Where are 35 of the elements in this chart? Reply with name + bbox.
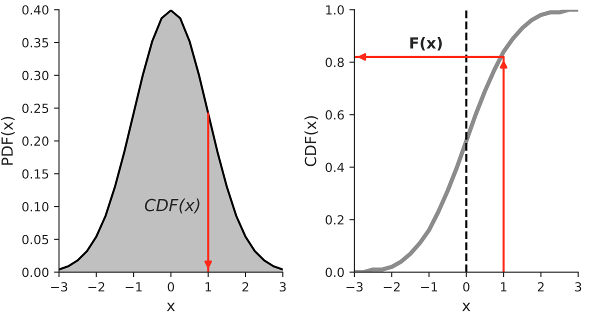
x-tick-label: 3 [575, 282, 582, 292]
x-tick-label: −2 [384, 282, 400, 292]
y-tick-label: 0.30 [22, 70, 48, 80]
y-axis-title: PDF(x) [1, 116, 15, 165]
annotation: CDF(x) [144, 198, 200, 214]
x-tick-label: −1 [126, 282, 142, 292]
y-tick-label: 0.05 [22, 234, 48, 244]
annotation: F(x) [410, 36, 442, 51]
x-tick-label: 3 [280, 282, 286, 292]
x-tick-label: −2 [88, 282, 104, 292]
y-tick-label: 0.40 [22, 5, 48, 15]
y-tick-label: 0.25 [22, 104, 48, 114]
x-axis-title: x [166, 302, 175, 312]
y-tick-label: 0.10 [22, 202, 48, 212]
x-axis-title: x [462, 302, 470, 312]
y-tick-label: 0.2 [326, 215, 344, 225]
y-tick-label: 0.35 [22, 38, 48, 48]
y-tick-label: 0.00 [22, 268, 48, 278]
x-tick-label: 2 [538, 282, 544, 292]
y-tick-label: 0.4 [326, 162, 344, 172]
x-tick-label: 2 [242, 282, 248, 292]
x-tick-label: 1 [501, 282, 506, 292]
y-tick-label: 0.15 [22, 169, 48, 179]
y-tick-label: 0.6 [326, 110, 344, 120]
y-tick-label: 1.0 [326, 5, 344, 15]
x-tick-label: 0 [463, 282, 470, 292]
y-tick-label: 0.20 [22, 136, 48, 146]
x-tick-label: 0 [168, 282, 174, 292]
x-tick-label: 1 [206, 282, 212, 292]
x-tick-label: −3 [346, 282, 363, 292]
y-tick-label: 0.8 [326, 58, 344, 68]
x-tick-label: −3 [51, 282, 68, 292]
y-tick-label: 0.0 [326, 268, 344, 278]
y-axis-title: CDF(x) [304, 116, 318, 166]
x-tick-label: −1 [421, 282, 438, 292]
